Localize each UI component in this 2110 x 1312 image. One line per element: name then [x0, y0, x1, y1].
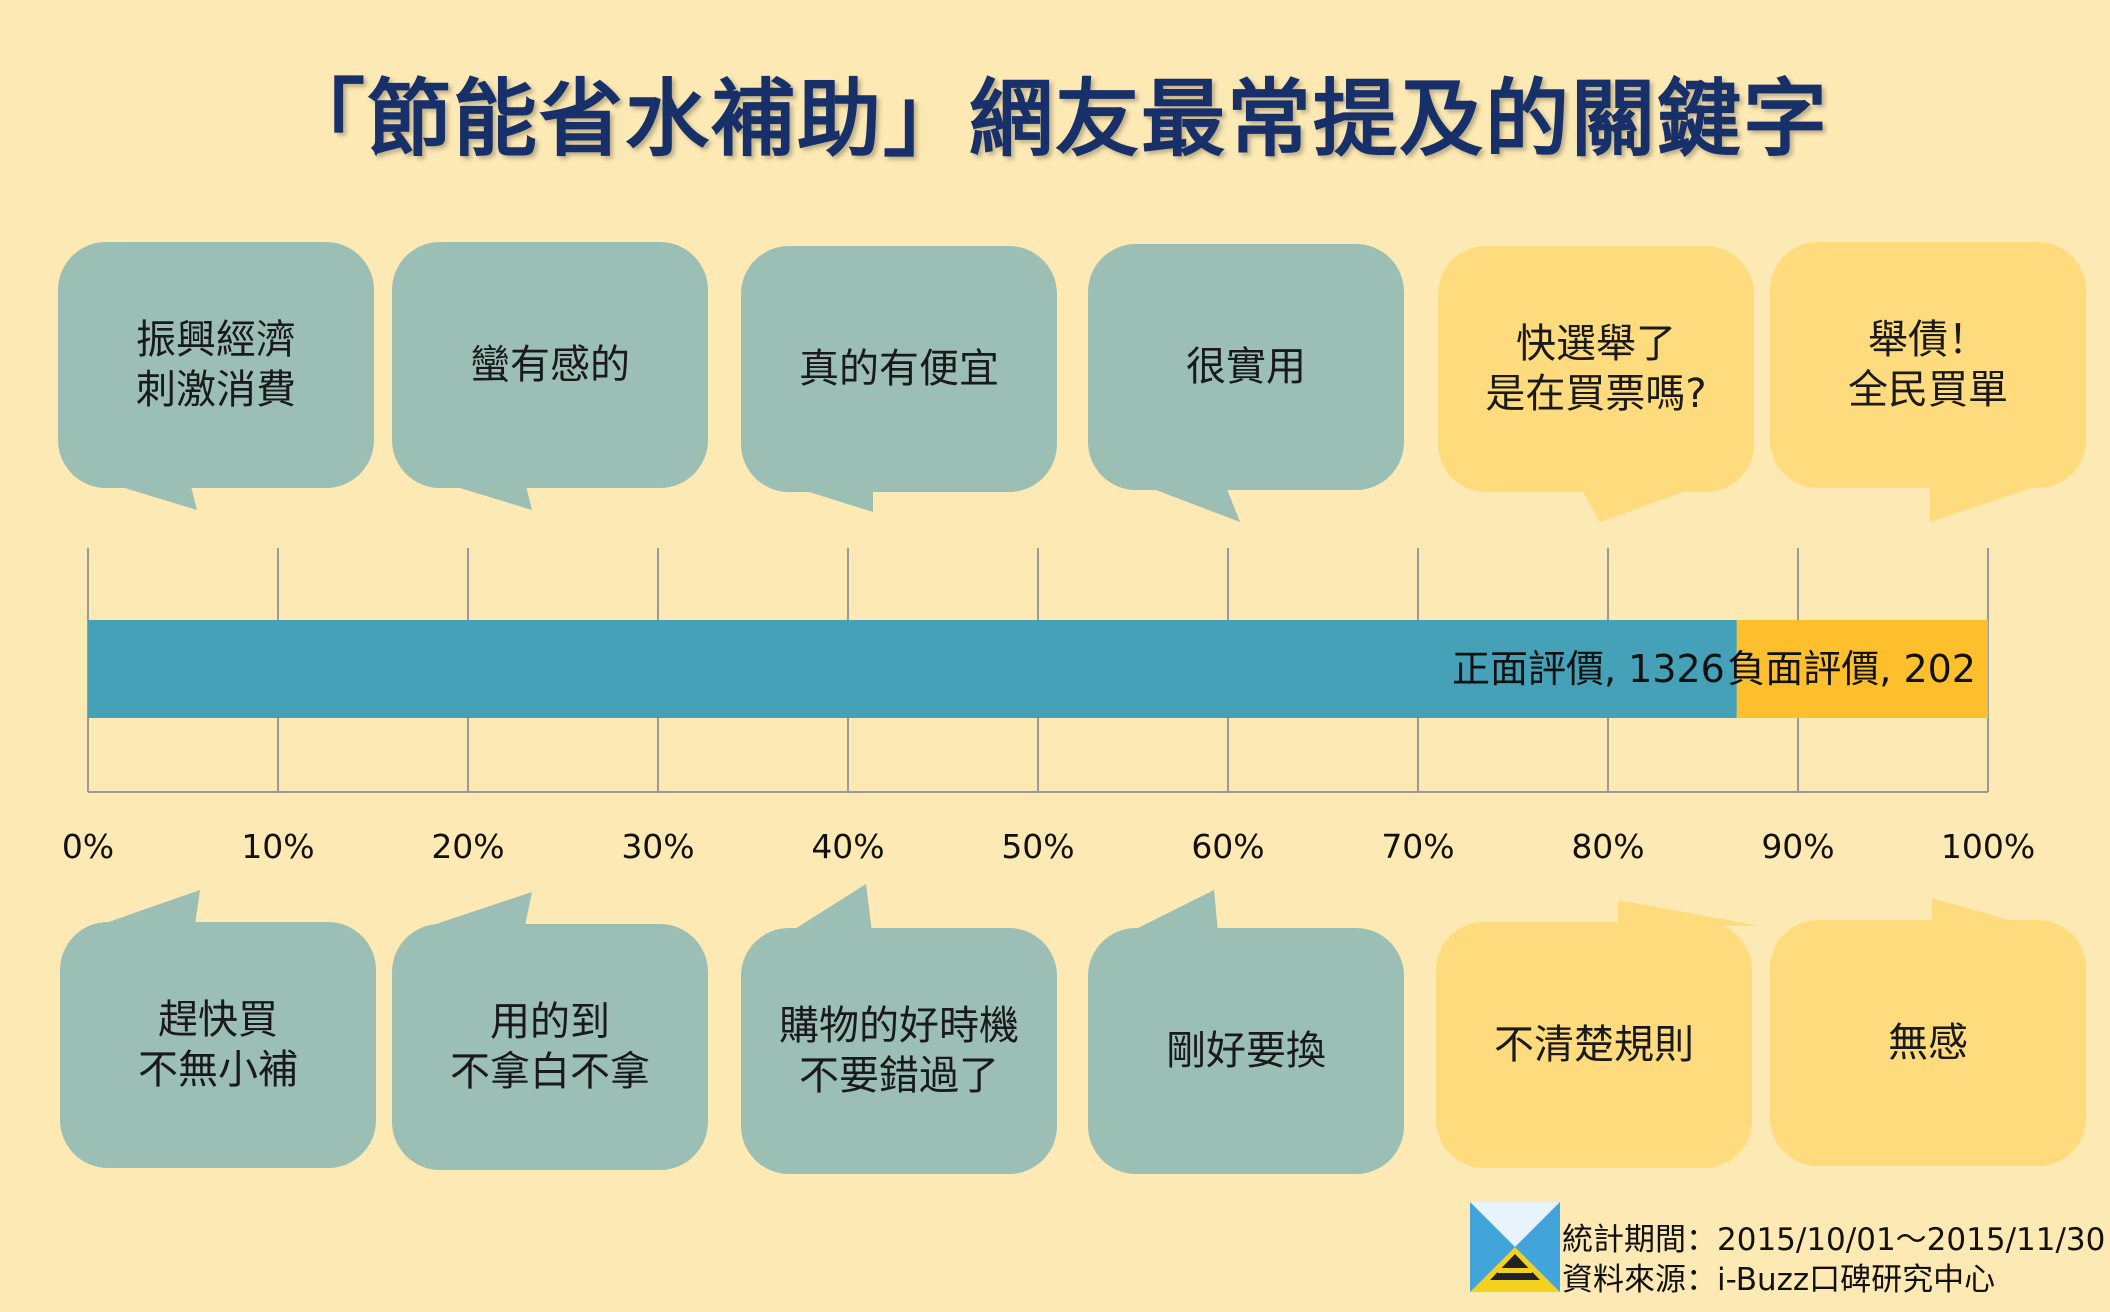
bar-data-label: 負面評價, 202 [1727, 647, 1976, 691]
keyword-text: 不清楚規則 [1494, 1022, 1694, 1068]
keyword-bubble-positive: 剛好要換 [1088, 928, 1404, 1174]
bubble-tail [1930, 482, 2050, 522]
keyword-bubble-positive: 振興經濟 刺激消費 [58, 242, 374, 488]
x-tick-label: 50% [1001, 827, 1074, 866]
keyword-text: 趕快買 不無小補 [138, 997, 298, 1093]
x-tick-label: 90% [1761, 827, 1834, 866]
keyword-bubble-positive: 蠻有感的 [392, 242, 708, 488]
bar-data-label: 正面評價, 1326 [1452, 647, 1725, 691]
keyword-bubble-positive: 購物的好時機 不要錯過了 [741, 928, 1057, 1174]
keyword-text: 購物的好時機 不要錯過了 [779, 1003, 1019, 1099]
x-tick-label: 40% [811, 827, 884, 866]
bubble-tail [790, 884, 872, 932]
x-tick-label: 20% [431, 827, 504, 866]
bubble-tail [1618, 900, 1760, 926]
keyword-text: 振興經濟 刺激消費 [136, 317, 296, 413]
keyword-bubble-negative: 舉債！ 全民買單 [1770, 242, 2086, 488]
bubble-tail [1140, 484, 1240, 522]
keyword-text: 蠻有感的 [470, 342, 630, 388]
keyword-bubble-positive: 真的有便宜 [741, 246, 1057, 492]
bubble-tail [100, 890, 200, 925]
keyword-text: 舉債！ 全民買單 [1848, 317, 2008, 413]
x-tick-label: 70% [1381, 827, 1454, 866]
x-tick-label: 80% [1571, 827, 1644, 866]
x-tick-label: 100% [1941, 827, 2035, 866]
bubble-tail [440, 482, 532, 510]
bar-segment [88, 620, 1737, 718]
x-tick-label: 60% [1191, 827, 1264, 866]
page-title: 「節能省水補助」網友最常提及的關鍵字 [280, 70, 1829, 168]
bubble-tail [105, 482, 197, 510]
keyword-text: 很實用 [1186, 344, 1306, 390]
x-tick-label: 10% [241, 827, 314, 866]
keyword-text: 用的到 不拿白不拿 [450, 999, 650, 1095]
bubble-tail [1580, 486, 1700, 522]
keyword-bubble-positive: 趕快買 不無小補 [60, 922, 376, 1168]
keyword-text: 快選舉了 是在買票嗎? [1485, 321, 1707, 417]
keyword-bubble-negative: 快選舉了 是在買票嗎? [1438, 246, 1754, 492]
keyword-text: 真的有便宜 [799, 346, 999, 392]
keyword-text: 無感 [1888, 1020, 1968, 1066]
i-buzz-logo-icon [1470, 1202, 1560, 1292]
footer-period: 統計期間：2015/10/01～2015/11/30 [1562, 1222, 2106, 1258]
bubble-tail [1932, 898, 2030, 926]
keyword-bubble-negative: 無感 [1770, 920, 2086, 1166]
keyword-bubble-positive: 用的到 不拿白不拿 [392, 924, 708, 1170]
keyword-text: 剛好要換 [1166, 1028, 1326, 1074]
footer-source: 資料來源：i-Buzz口碑研究中心 [1562, 1262, 1996, 1298]
bubble-tail [1130, 890, 1218, 932]
bubble-tail [430, 892, 532, 926]
x-tick-label: 30% [621, 827, 694, 866]
keyword-bubble-negative: 不清楚規則 [1436, 922, 1752, 1168]
bar-segment [1736, 620, 1988, 718]
x-tick-label: 0% [62, 827, 114, 866]
bubble-tail [790, 486, 873, 512]
keyword-bubble-positive: 很實用 [1088, 244, 1404, 490]
